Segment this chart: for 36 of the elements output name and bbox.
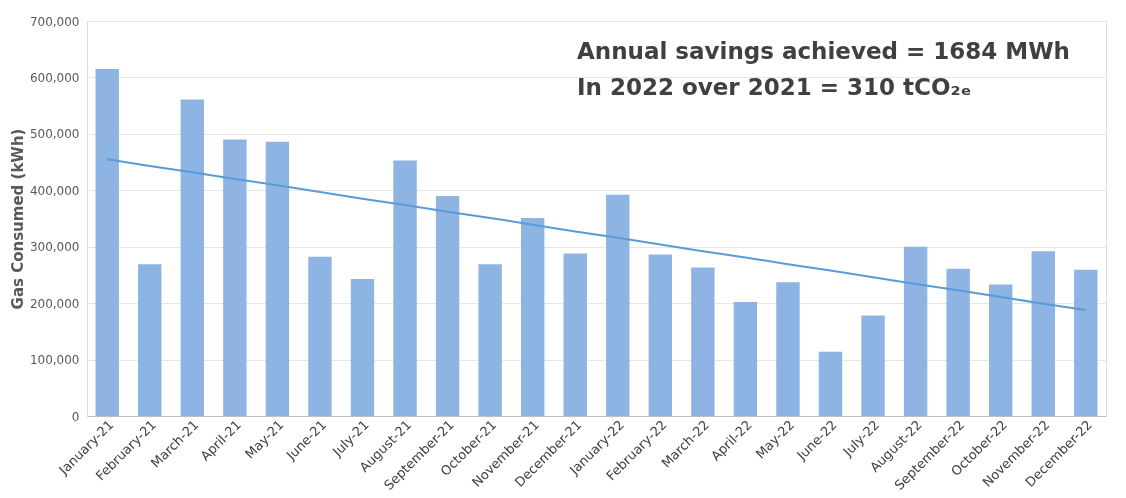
bar: [308, 256, 332, 416]
bar: [138, 264, 162, 416]
annotation: Annual savings achieved = 1684 MWh: [577, 38, 1070, 64]
annotation: In 2022 over 2021 = 310 tCO₂ₑ: [577, 74, 972, 100]
y-tick-label: 500,000: [29, 127, 80, 142]
bar: [435, 195, 460, 416]
bar: [1074, 269, 1098, 416]
bar: [95, 68, 119, 416]
bar: [520, 217, 545, 416]
bar: [223, 139, 247, 416]
bar: [478, 264, 502, 416]
bar: [989, 284, 1013, 416]
bar: [1031, 251, 1055, 416]
bar: [180, 99, 204, 416]
y-tick-label: 200,000: [29, 296, 80, 311]
bar: [818, 351, 843, 416]
y-tick-label: 400,000: [29, 183, 80, 198]
bar: [563, 253, 587, 416]
bar: [691, 267, 715, 416]
bar: [648, 254, 673, 416]
bar: [903, 246, 928, 416]
y-tick-label: 0: [71, 409, 80, 424]
bar: [733, 302, 758, 416]
y-axis-title: Gas Consumed (kWh): [8, 128, 27, 310]
line-series: [106, 158, 1087, 311]
bar: [393, 160, 417, 416]
bar: [946, 268, 970, 416]
y-tick-label: 100,000: [29, 353, 80, 368]
bar: [861, 315, 885, 416]
y-tick-label: 600,000: [29, 70, 80, 85]
bar: [350, 278, 375, 416]
y-tick-label: 700,000: [29, 14, 80, 29]
y-tick-label: 300,000: [29, 240, 80, 255]
bar: [776, 282, 800, 416]
bar: [606, 194, 630, 416]
bar: [265, 141, 290, 416]
